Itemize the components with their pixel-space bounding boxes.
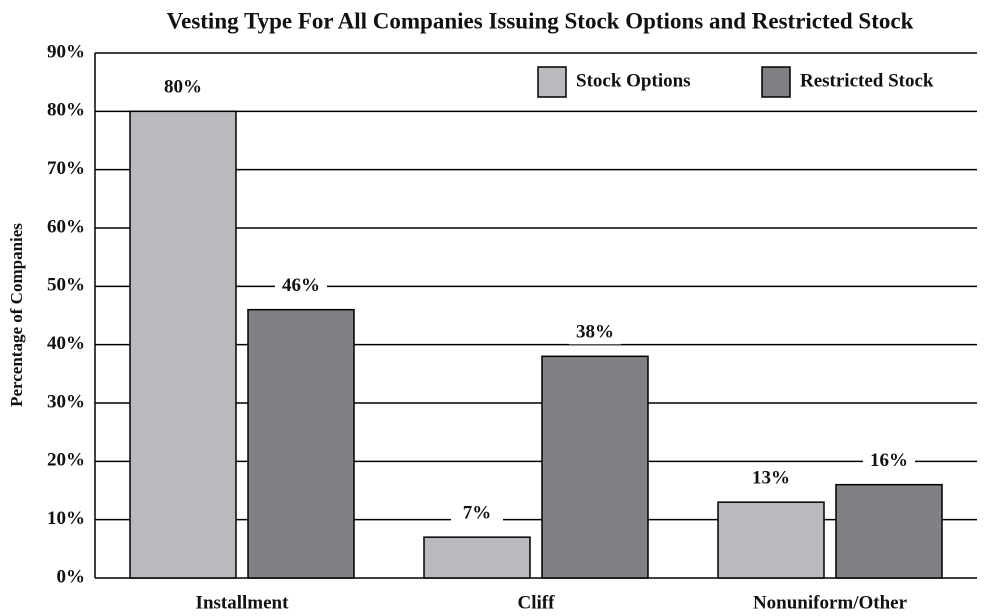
y-tick-label: 0% xyxy=(57,566,86,587)
bar xyxy=(717,501,825,579)
y-tick-label: 70% xyxy=(47,158,85,179)
y-tick-label: 90% xyxy=(47,41,85,62)
bar xyxy=(129,110,237,579)
y-tick-label: 60% xyxy=(47,216,85,237)
x-tick-label: Nonuniform/Other xyxy=(753,592,908,613)
data-label: 80% xyxy=(164,77,202,98)
bar xyxy=(541,355,649,579)
label-bg xyxy=(451,501,503,526)
chart-title: Vesting Type For All Companies Issuing S… xyxy=(167,8,914,33)
label-bg xyxy=(157,75,209,100)
y-tick-label: 40% xyxy=(47,333,85,354)
bar xyxy=(423,536,531,579)
label-bg xyxy=(863,448,915,473)
y-tick-label: 30% xyxy=(47,391,85,412)
label-bg xyxy=(275,273,327,298)
y-tick-label: 20% xyxy=(47,450,85,471)
data-label: 7% xyxy=(463,503,492,524)
bar xyxy=(835,483,943,579)
y-tick-label: 50% xyxy=(47,275,85,296)
legend-label: Restricted Stock xyxy=(800,70,934,91)
data-label: 46% xyxy=(282,275,320,296)
data-label: 38% xyxy=(576,322,614,343)
y-axis-label: Percentage of Companies xyxy=(7,223,26,407)
y-tick-label: 80% xyxy=(47,100,85,121)
legend-swatch xyxy=(537,66,567,98)
data-label: 13% xyxy=(752,468,790,489)
y-tick-label: 10% xyxy=(47,508,85,529)
bar xyxy=(247,308,355,579)
data-label: 16% xyxy=(870,450,908,471)
label-bg xyxy=(569,320,621,345)
legend-swatch xyxy=(761,66,791,98)
x-tick-label: Installment xyxy=(196,592,290,613)
legend-label: Stock Options xyxy=(576,70,691,91)
x-tick-label: Cliff xyxy=(518,592,556,613)
label-bg xyxy=(745,466,797,491)
